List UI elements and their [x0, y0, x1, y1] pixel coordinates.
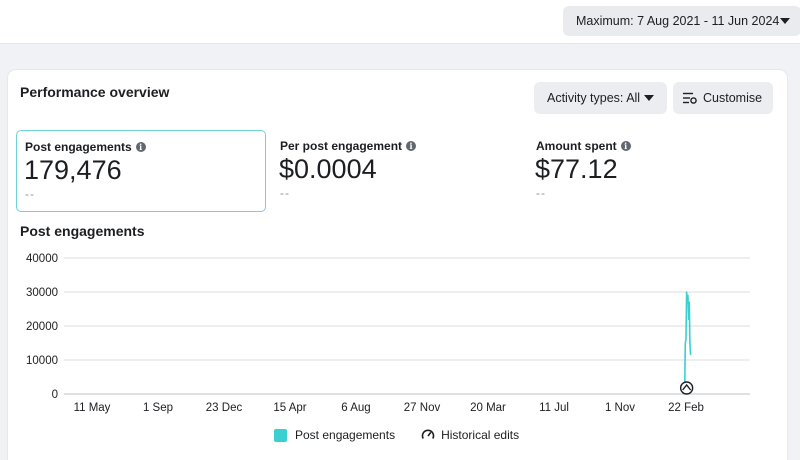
info-icon[interactable]: i: [135, 142, 146, 152]
legend-item-post-engagements[interactable]: Post engagements: [274, 428, 395, 442]
customise-button[interactable]: Customise: [673, 82, 773, 114]
metric-label: Per post engagement i: [280, 139, 417, 153]
y-tick-label: 10000: [26, 355, 58, 367]
historical-edit-icon: [421, 429, 435, 439]
legend-swatch: [274, 428, 287, 442]
metric-label-text: Per post engagement: [280, 139, 403, 153]
chevron-down-icon: [780, 18, 790, 24]
performance-overview-card: Performance overview Activity types: All…: [8, 70, 787, 460]
date-range-label: Maximum: 7 Aug 2021 - 11 Jun 2024: [576, 14, 780, 28]
chart-title: Post engagements: [20, 223, 145, 239]
y-tick-label: 40000: [26, 253, 58, 265]
metric-label-text: Amount spent: [536, 139, 617, 153]
x-tick-label: 23 Dec: [206, 402, 243, 414]
x-tick-label: 1 Nov: [605, 402, 635, 414]
x-tick-label: 6 Aug: [341, 402, 370, 414]
y-tick-label: 30000: [26, 287, 58, 299]
date-range-selector[interactable]: Maximum: 7 Aug 2021 - 11 Jun 2024: [563, 6, 800, 36]
top-bar: Maximum: 7 Aug 2021 - 11 Jun 2024: [0, 0, 800, 44]
metric-delta: --: [536, 186, 546, 200]
legend-item-historical-edits[interactable]: Historical edits: [421, 428, 519, 442]
x-tick-label: 15 Apr: [273, 402, 306, 414]
metric-label: Amount spent i: [536, 139, 631, 153]
x-tick-label: 20 Mar: [470, 402, 506, 414]
metric-value: $0.0004: [279, 154, 377, 184]
post-engagements-chart: 0 10000 20000 30000 40000 11 May 1 Sep 23 Dec 15…: [26, 253, 750, 414]
x-tick-label: 1 Sep: [143, 402, 173, 414]
metric-post-engagements[interactable]: Post engagements i 179,476 --: [16, 130, 266, 212]
metric-delta: --: [25, 187, 35, 201]
legend-label: Historical edits: [441, 428, 520, 442]
x-tick-label: 22 Feb: [668, 402, 704, 414]
info-icon[interactable]: i: [406, 141, 417, 151]
activity-types-dropdown[interactable]: Activity types: All: [534, 82, 667, 114]
legend-label: Post engagements: [295, 428, 396, 442]
activity-types-label: Activity types: All: [547, 91, 641, 105]
metric-per-post-engagement[interactable]: Per post engagement i $0.0004 --: [272, 130, 522, 212]
x-tick-label: 11 Jul: [539, 402, 569, 414]
customise-label: Customise: [703, 91, 763, 105]
metric-label: Post engagements i: [25, 140, 146, 154]
metric-amount-spent[interactable]: Amount spent i $77.12 --: [528, 130, 778, 212]
x-tick-label: 27 Nov: [404, 402, 441, 414]
series-line: [683, 291, 692, 395]
metric-delta: --: [280, 186, 290, 200]
y-tick-label: 0: [52, 389, 58, 401]
metric-label-text: Post engagements: [25, 140, 132, 154]
historical-edit-icon: [679, 381, 694, 395]
info-icon[interactable]: i: [620, 141, 631, 151]
x-tick-label: 11 May: [74, 402, 111, 414]
metric-value: 179,476: [24, 155, 122, 185]
card-title: Performance overview: [20, 84, 170, 100]
customise-icon: [683, 92, 697, 104]
chart-legend: Post engagements Historical edits: [274, 428, 545, 442]
y-tick-label: 20000: [26, 321, 58, 333]
chevron-down-icon: [644, 95, 654, 101]
metric-value: $77.12: [535, 154, 618, 184]
